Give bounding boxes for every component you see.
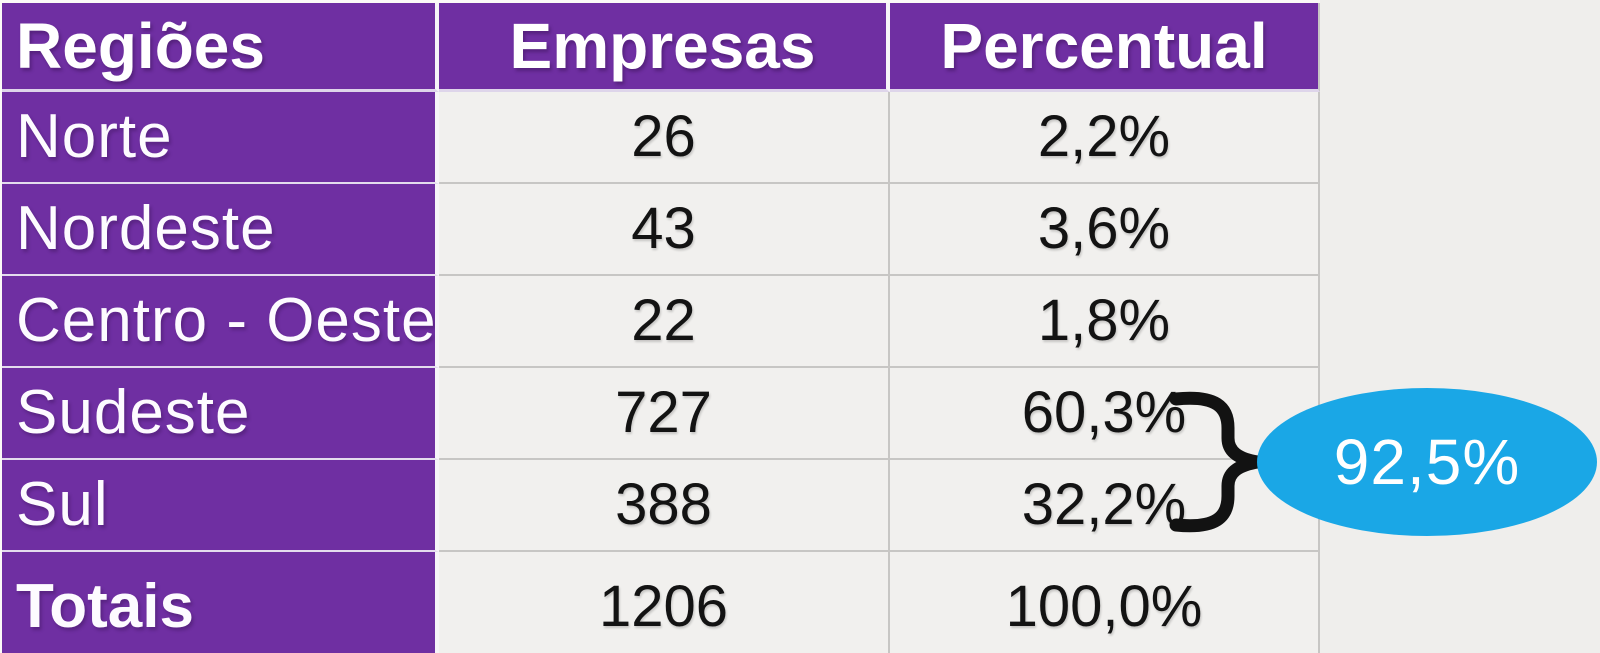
empresas-cell: 43 — [439, 184, 890, 276]
region-cell: Sudeste — [2, 368, 439, 460]
region-cell: Sul — [2, 460, 439, 552]
percentual-cell: 60,3% — [890, 368, 1320, 460]
empresas-cell: 26 — [439, 92, 890, 184]
percentual-cell: 3,6% — [890, 184, 1320, 276]
percentual-cell: 2,2% — [890, 92, 1320, 184]
regions-table: Regiões Empresas Percentual Norte 26 2,2… — [2, 3, 1320, 653]
region-cell: Centro - Oeste — [2, 276, 439, 368]
callout-value: 92,5% — [1334, 426, 1520, 498]
table-row: Centro - Oeste 22 1,8% — [2, 276, 1320, 368]
table-row: Sul 388 32,2% — [2, 460, 1320, 552]
percentual-cell: 1,8% — [890, 276, 1320, 368]
empresas-cell: 388 — [439, 460, 890, 552]
header-regioes: Regiões — [2, 3, 439, 92]
empresas-cell: 22 — [439, 276, 890, 368]
header-percentual: Percentual — [890, 3, 1320, 92]
region-cell: Nordeste — [2, 184, 439, 276]
header-empresas: Empresas — [439, 3, 890, 92]
empresas-cell: 1206 — [439, 552, 890, 653]
region-cell: Totais — [2, 552, 439, 653]
regions-table-wrapper: Regiões Empresas Percentual Norte 26 2,2… — [0, 0, 1320, 653]
table-row: Nordeste 43 3,6% — [2, 184, 1320, 276]
empresas-cell: 727 — [439, 368, 890, 460]
table-row: Norte 26 2,2% — [2, 92, 1320, 184]
percentual-cell: 100,0% — [890, 552, 1320, 653]
region-cell: Norte — [2, 92, 439, 184]
table-row: Sudeste 727 60,3% — [2, 368, 1320, 460]
percentual-cell: 32,2% — [890, 460, 1320, 552]
header-row: Regiões Empresas Percentual — [2, 3, 1320, 92]
totals-row: Totais 1206 100,0% — [2, 552, 1320, 653]
